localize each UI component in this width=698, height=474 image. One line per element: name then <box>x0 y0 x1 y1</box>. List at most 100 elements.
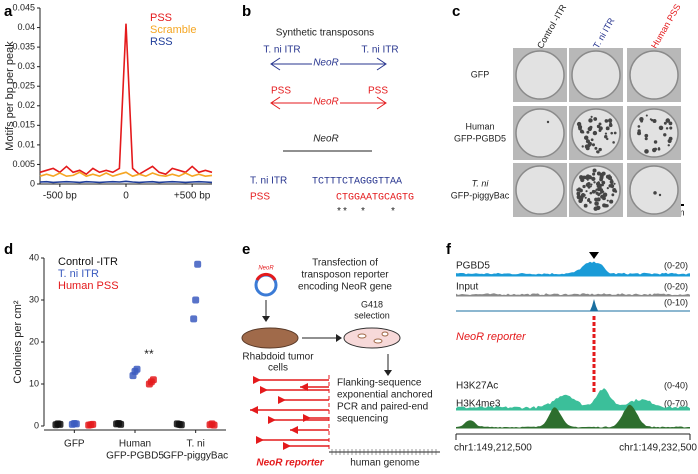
dot <box>117 420 125 428</box>
legend-label: RSS <box>150 36 173 48</box>
colony <box>644 133 649 138</box>
colony <box>546 120 550 124</box>
colony <box>589 191 593 195</box>
pss-label: PSS <box>271 86 291 97</box>
series-line <box>39 23 213 176</box>
track-label: Input <box>456 282 478 293</box>
panel-label: a <box>4 3 13 20</box>
dot <box>149 376 157 384</box>
panel-b: Synthetic transposons T. ni ITR T. ni IT… <box>250 28 414 219</box>
plate <box>629 50 679 100</box>
colony <box>584 196 587 199</box>
y-tick-label: 0 <box>30 178 35 188</box>
step-text: transposon reporter <box>301 270 389 281</box>
colony <box>601 183 604 187</box>
colony <box>598 122 602 126</box>
colony <box>594 197 598 202</box>
colony <box>613 182 616 185</box>
colony <box>591 189 596 194</box>
track-label: NeoR reporter <box>456 331 527 343</box>
x-tick-label: GFP <box>64 439 85 450</box>
y-tick-label: 20 <box>29 336 39 346</box>
panel-f: PGBD5 (0-20) Input (0-20) (0-10) NeoR re… <box>454 252 697 454</box>
colony <box>653 147 658 151</box>
read-arrow <box>250 406 258 414</box>
step-text: exponential anchored <box>337 390 433 401</box>
colony <box>613 131 617 135</box>
x-tick-label: Human <box>119 439 151 450</box>
itr-label: T. ni ITR <box>361 45 398 56</box>
y-tick-label: 0.005 <box>12 159 35 169</box>
colony <box>587 141 592 146</box>
x-tick-label: 0 <box>123 191 129 202</box>
panel-c: Control -ITR T. ni ITR Human PSS GFP Hum… <box>451 2 685 217</box>
colony <box>602 196 606 201</box>
colony <box>599 175 604 180</box>
colony <box>610 185 614 189</box>
arrow-head <box>336 334 342 342</box>
colony <box>665 127 669 130</box>
legend-label: Control -ITR <box>58 256 118 268</box>
read-arrow <box>300 383 308 391</box>
track <box>456 388 690 410</box>
colony <box>595 191 599 195</box>
panel-e: NeoR Transfection of transposon reporter… <box>241 258 440 469</box>
colony <box>667 138 672 144</box>
colony <box>596 150 599 154</box>
colony <box>592 130 598 136</box>
colony <box>577 124 583 130</box>
panel-label: c <box>452 3 460 20</box>
y-tick-label: 0.015 <box>12 120 35 130</box>
legend-label: Human PSS <box>58 280 119 292</box>
colony <box>586 130 590 134</box>
colony <box>578 198 583 204</box>
step-text: PCR and paired-end <box>337 402 428 413</box>
colony <box>614 190 618 193</box>
colony <box>582 184 586 189</box>
y-tick-label: 0.035 <box>12 41 35 51</box>
read-arrow <box>290 426 298 434</box>
colony <box>644 137 648 141</box>
track-label: PGBD5 <box>456 261 490 272</box>
y-tick-label: 0 <box>34 420 39 430</box>
y-tick-label: 0.02 <box>17 100 35 110</box>
annotation: ** <box>144 347 154 361</box>
series-line <box>39 180 213 184</box>
colony <box>590 138 594 142</box>
row-label: GFP <box>471 69 490 79</box>
colony <box>581 145 584 148</box>
y-tick-label: 0.045 <box>12 2 35 12</box>
colony <box>603 203 608 208</box>
colony <box>591 176 596 182</box>
x-tick-label: GFP-PGBD5 <box>106 451 164 462</box>
plate <box>515 165 565 215</box>
colony <box>639 116 644 122</box>
colony <box>596 171 601 176</box>
plate <box>571 50 621 100</box>
colony <box>609 179 614 184</box>
colony <box>610 131 614 135</box>
dot <box>89 420 97 428</box>
coordinate: chr1:149,212,500 <box>454 443 532 454</box>
step-text: sequencing <box>337 414 388 425</box>
step-text: Rhabdoid tumor <box>242 352 314 363</box>
colony <box>596 197 601 202</box>
colony <box>606 187 609 190</box>
colony <box>577 187 581 191</box>
colony <box>600 189 604 194</box>
colony <box>592 168 597 173</box>
sequence-label: T. ni ITR <box>250 176 287 187</box>
arrow-head <box>262 316 270 322</box>
dot <box>210 421 218 429</box>
colony <box>665 118 671 123</box>
colony <box>668 121 673 126</box>
track-range: (0-70) <box>664 398 688 408</box>
plasmid-gene <box>255 272 277 281</box>
colony <box>593 206 598 211</box>
colony <box>594 201 599 206</box>
colony <box>609 199 614 204</box>
x-tick-label: -500 bp <box>43 191 77 202</box>
colony <box>601 171 606 176</box>
colony <box>652 118 657 123</box>
colony <box>595 188 598 191</box>
